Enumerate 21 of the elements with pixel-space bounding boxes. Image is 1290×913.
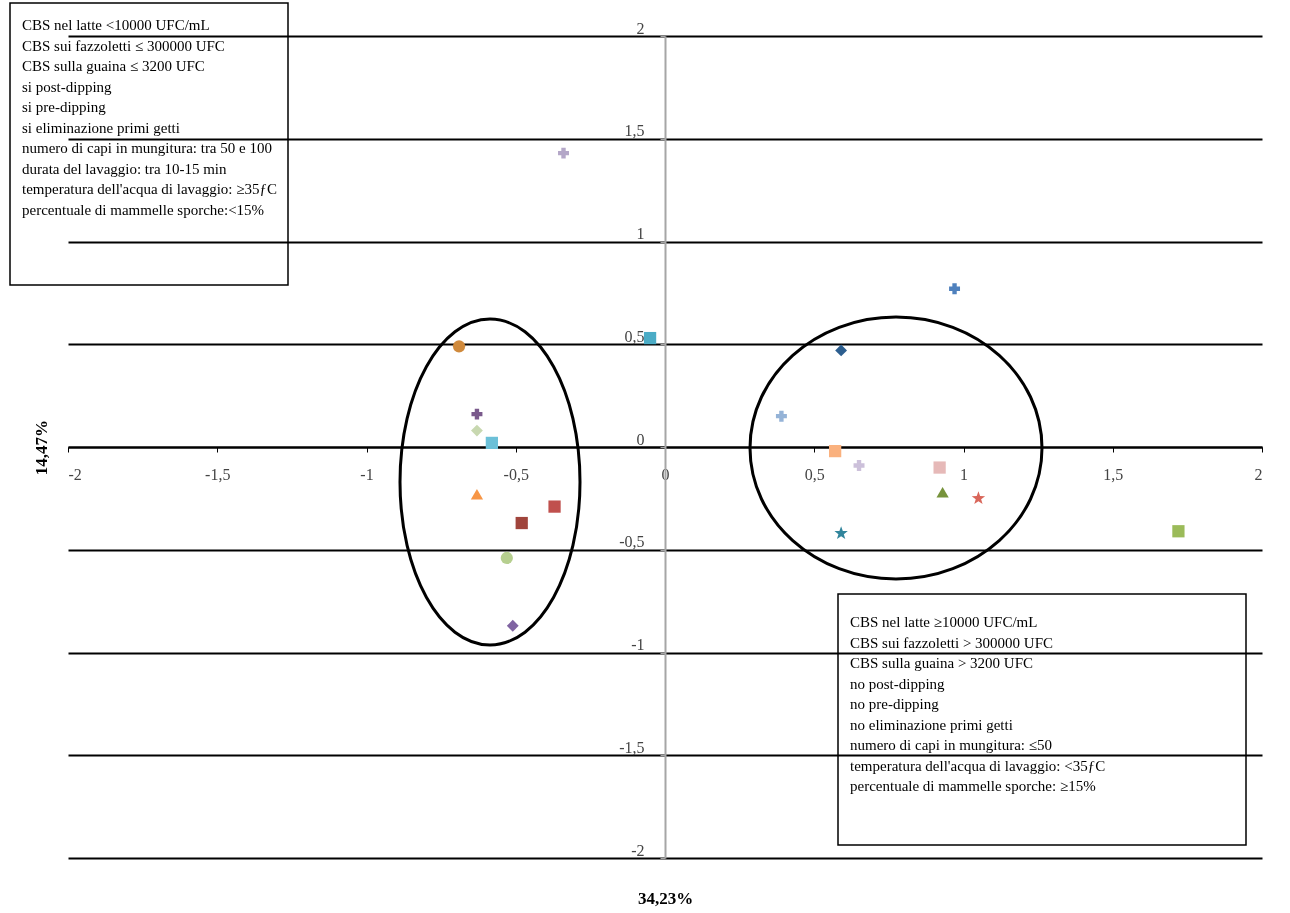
y-tick-label: 2 — [636, 19, 645, 37]
y-tick-label: -0,5 — [619, 533, 645, 551]
text: CBS nel latte <10000 UFC/mL CBS sui fazzoletti ≤ 300000 UFC CBS sulla guaina ≤ 3200 UFC si post-dipping si pre-dipping si eliminazione primi getti numero di capi in mungitura: tra 50 e 100 durata del lavaggio: tra 10-15 min temperatura dell'acqua di lavaggio: ≥35ƒC percentuale di mammelle sporche:<15% — [22, 17, 278, 218]
y-axis-title: 14,47% — [31, 419, 51, 476]
x-tick-label: -2 — [68, 465, 82, 483]
y-tick-label: -2 — [631, 841, 645, 859]
y-tick-label: 1 — [636, 225, 645, 242]
x-tick-label: -1,5 — [205, 465, 231, 483]
y-tick-label: 0,5 — [624, 327, 645, 345]
text: CBS nel latte ≥10000 UFC/mL CBS sui fazzoletti > 300000 UFC CBS sulla guaina > 3200 UFC no post-dipping no pre-dipping no eliminazione primi getti numero di capi in mungitura: ≤50 temperatura dell'acqua di lavaggio: <35ƒC percentuale di mammelle sporche: ≥15% — [850, 614, 1106, 794]
y-tick-label: -1 — [631, 636, 645, 653]
x-tick-label: 0,5 — [804, 465, 825, 483]
x-tick-label: 1,5 — [1103, 465, 1124, 483]
y-tick-label: 1,5 — [624, 122, 645, 140]
x-axis-title: 34,23% — [637, 888, 694, 908]
y-tick-label: -1,5 — [619, 738, 645, 756]
x-tick-label: -1 — [360, 465, 374, 483]
x-tick-label: 1 — [960, 465, 968, 483]
y-tick-label: 0 — [636, 430, 645, 448]
x-tick-label: 2 — [1254, 465, 1263, 483]
x-tick-label: -0,5 — [503, 465, 529, 483]
